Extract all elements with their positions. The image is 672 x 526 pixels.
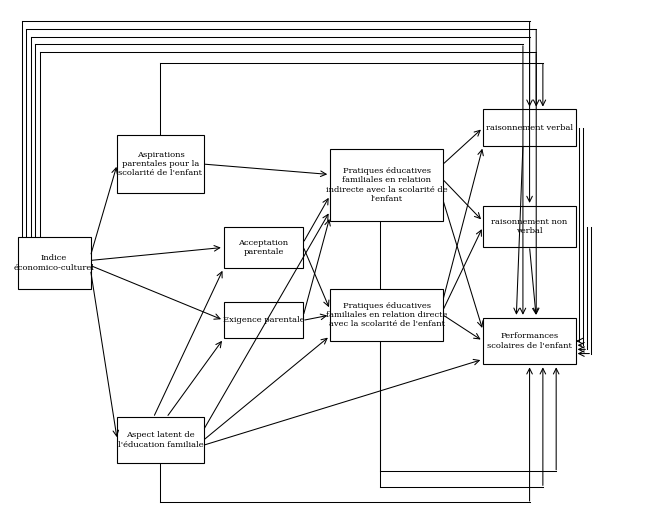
Bar bbox=[17, 237, 91, 289]
Bar bbox=[330, 148, 443, 221]
Bar bbox=[483, 109, 576, 146]
Text: Performances
scolaires de l'enfant: Performances scolaires de l'enfant bbox=[487, 332, 572, 350]
Bar bbox=[224, 302, 304, 338]
Text: Indice
économico-culturel: Indice économico-culturel bbox=[13, 255, 95, 271]
Text: Exigence parentale: Exigence parentale bbox=[222, 316, 304, 324]
Bar bbox=[330, 289, 443, 341]
Bar bbox=[224, 227, 304, 268]
Bar bbox=[483, 318, 576, 365]
Text: Aspect latent de
l'éducation familiale: Aspect latent de l'éducation familiale bbox=[118, 431, 204, 449]
Text: Acceptation
parentale: Acceptation parentale bbox=[239, 239, 289, 256]
Text: Pratiques éducatives
familiales en relation
indirecte avec la scolarité de
l'enf: Pratiques éducatives familiales en relat… bbox=[326, 167, 448, 203]
Text: Pratiques éducatives
familiales en relation directe
avec la scolarité de l'enfan: Pratiques éducatives familiales en relat… bbox=[326, 302, 448, 328]
Text: raisonnement non
verbal: raisonnement non verbal bbox=[491, 218, 568, 235]
Bar bbox=[118, 417, 204, 463]
Bar bbox=[483, 206, 576, 247]
Text: raisonnement verbal: raisonnement verbal bbox=[486, 124, 573, 132]
Text: Aspirations
parentales pour la
scolarité de l'enfant: Aspirations parentales pour la scolarité… bbox=[118, 151, 202, 177]
Bar bbox=[118, 136, 204, 193]
